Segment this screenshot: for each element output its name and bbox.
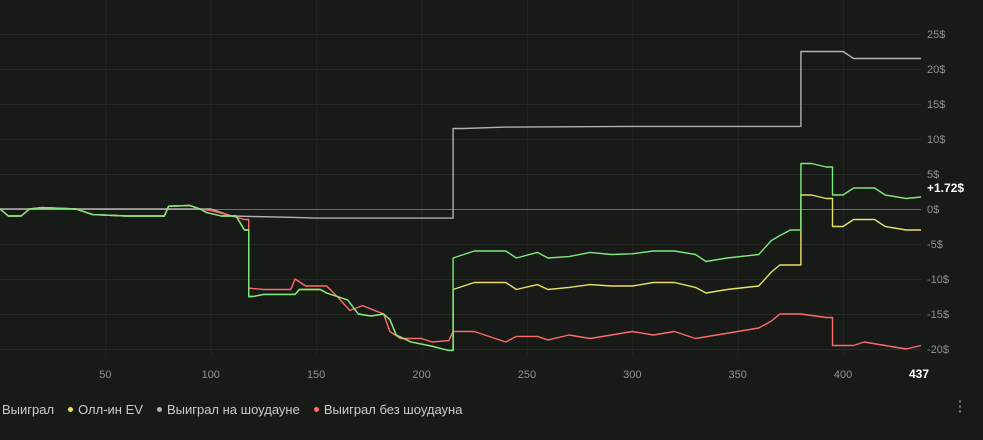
y-tick-label: 15$ bbox=[927, 99, 945, 111]
series-line-3 bbox=[0, 204, 922, 350]
more-vertical-icon[interactable]: ⋮ bbox=[952, 398, 968, 415]
x-tick-label: 300 bbox=[623, 369, 641, 381]
legend-label: Олл-ин EV bbox=[78, 401, 143, 417]
y-tick-label: 10$ bbox=[927, 134, 945, 146]
y-tick-label: 25$ bbox=[927, 29, 945, 41]
legend-dot-icon bbox=[68, 406, 74, 412]
legend-label: Выиграл без шоудауна bbox=[323, 401, 463, 417]
y-tick-label: -15$ bbox=[927, 309, 949, 321]
legend-dot-icon bbox=[313, 406, 319, 412]
x-tick-label: 350 bbox=[728, 369, 746, 381]
y-axis: 25$ 20$ 15$ 10$ 5$ 0$ -5$ -10$ -15$ -20$ bbox=[927, 29, 949, 356]
y-tick-label: 5$ bbox=[927, 169, 939, 181]
series-line-1 bbox=[0, 194, 921, 352]
legend-label: Выиграл bbox=[2, 401, 55, 417]
x-tick-label: 200 bbox=[412, 369, 430, 381]
x-tick-label: 150 bbox=[307, 369, 325, 381]
legend-item-allin-ev[interactable]: Олл-ин EV bbox=[68, 402, 143, 417]
series-line-0 bbox=[0, 162, 922, 352]
x-tick-label: 50 bbox=[99, 369, 111, 381]
last-value-label: +1.72$ bbox=[927, 181, 964, 195]
legend-item-showdown[interactable]: Выиграл на шоудауне bbox=[156, 401, 300, 417]
x-tick-label: 400 bbox=[834, 369, 852, 381]
line-chart: 25$ 20$ 15$ 10$ 5$ 0$ -5$ -10$ -15$ -20$ 50 100 150… bbox=[0, 0, 964, 381]
legend-item-no-showdown[interactable]: Выиграл без шоудауна bbox=[313, 401, 463, 417]
y-tick-label: -5$ bbox=[927, 239, 943, 251]
y-tick-label: -10$ bbox=[927, 274, 949, 286]
y-tick-label: 20$ bbox=[927, 64, 945, 76]
grid-lines bbox=[0, 0, 921, 355]
x-axis: 50 100 150 200 250 300 350 400 bbox=[99, 369, 852, 381]
legend-item-won[interactable]: Выиграл bbox=[0, 402, 54, 417]
legend-dot-icon bbox=[156, 406, 162, 412]
x-tick-label: 250 bbox=[518, 369, 536, 381]
y-tick-label: -20$ bbox=[927, 344, 949, 356]
series-line-2 bbox=[0, 50, 921, 219]
y-tick-label: 0$ bbox=[927, 204, 939, 216]
x-tick-label: 100 bbox=[202, 369, 220, 381]
legend: Выиграл Олл-ин EV Выиграл на шоудауне Вы… bbox=[0, 400, 462, 418]
legend-label: Выиграл на шоудауне bbox=[166, 401, 300, 417]
last-x-label: 437 bbox=[909, 367, 929, 381]
series-layer bbox=[0, 50, 922, 352]
